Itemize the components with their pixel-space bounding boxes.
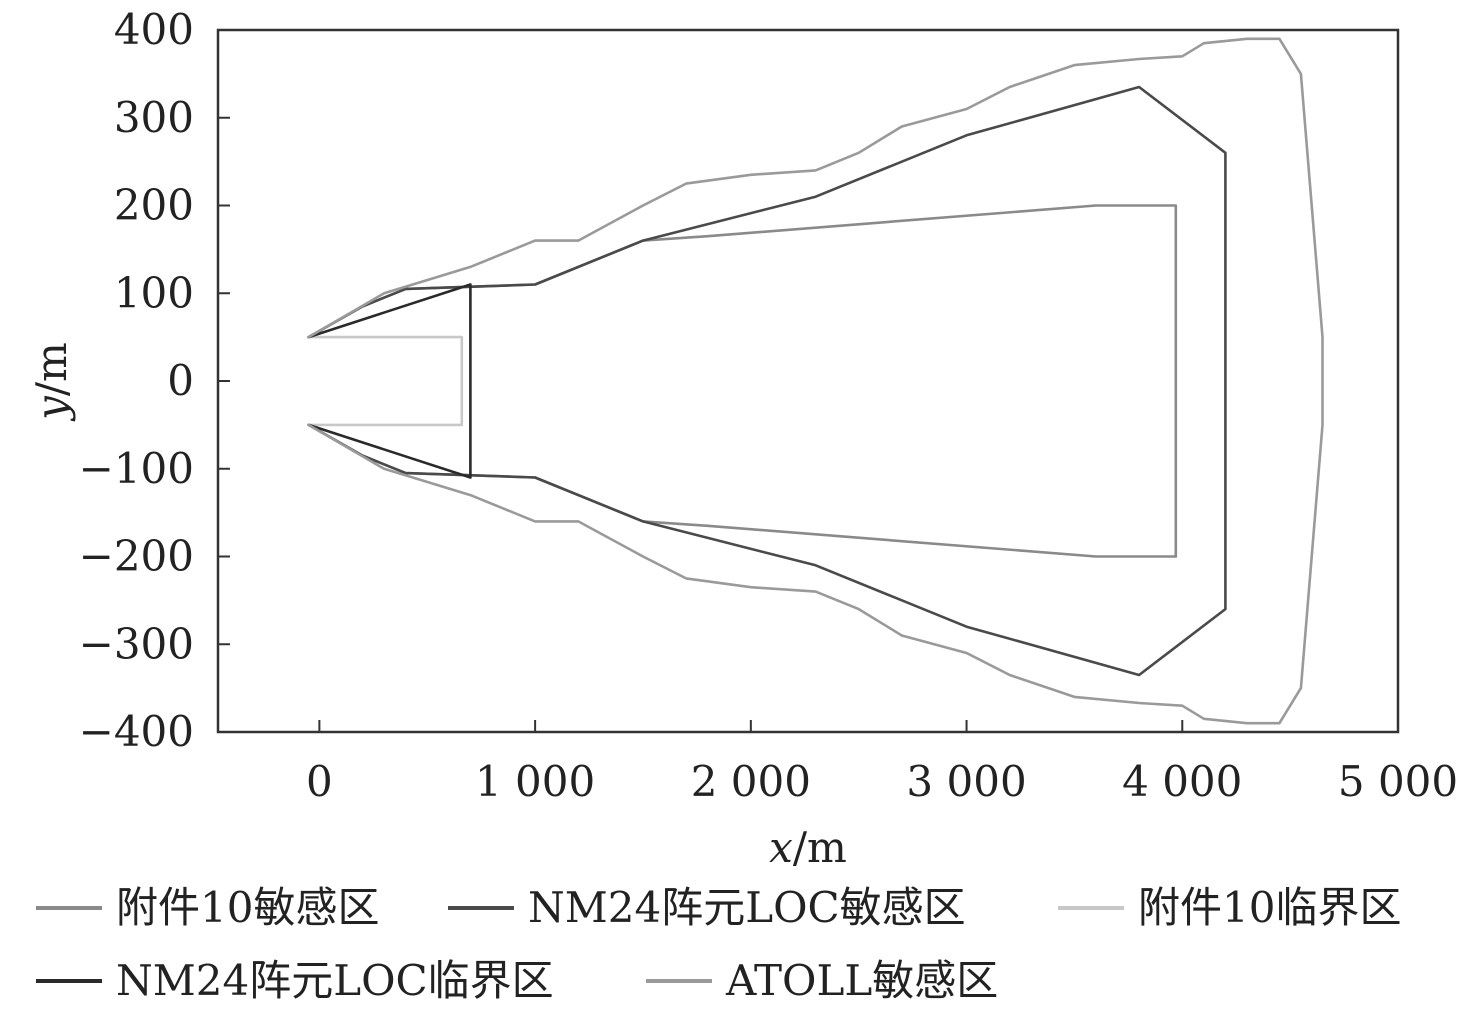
plot-frame bbox=[216, 28, 1400, 734]
x-tick-label: 5 000 bbox=[1338, 757, 1458, 806]
legend-item: 附件10临界区 bbox=[1058, 883, 1401, 932]
x-tick-label: 3 000 bbox=[906, 757, 1026, 806]
legend-label: NM24阵元LOC临界区 bbox=[116, 956, 554, 1005]
y-tick-label: 400 bbox=[114, 5, 194, 54]
legend-item: ATOLL敏感区 bbox=[646, 956, 998, 1005]
y-axis-title-unit: /m bbox=[27, 342, 76, 396]
legend-label: 附件10敏感区 bbox=[116, 883, 379, 932]
series-line-5 bbox=[307, 37, 1324, 725]
y-axis-title: y/m bbox=[27, 342, 76, 422]
legend: 附件10敏感区 NM24阵元LOC敏感区 附件10临界区 NM24阵元LOC临界区 AT… bbox=[36, 883, 1401, 1005]
y-tick-label: −100 bbox=[79, 444, 194, 493]
series-line-4 bbox=[307, 283, 472, 479]
x-axis-title-var: x bbox=[769, 823, 793, 872]
legend-label: ATOLL敏感区 bbox=[725, 956, 998, 1005]
x-axis-title: x/m bbox=[769, 823, 847, 872]
x-tick-label: 4 000 bbox=[1122, 757, 1242, 806]
y-tick-label: −200 bbox=[79, 532, 194, 581]
ticks-layer: 0 1 000 2 000 3 000 4 000 5 000 400 300 200 100 0 −… bbox=[79, 5, 1458, 806]
y-tick-label: 0 bbox=[167, 356, 194, 405]
legend-label: 附件10临界区 bbox=[1138, 883, 1401, 932]
x-tick-label: 0 bbox=[306, 757, 333, 806]
y-tick-label: 300 bbox=[114, 93, 194, 142]
series-layer bbox=[307, 37, 1324, 725]
series-line-1 bbox=[307, 204, 1178, 558]
x-axis-title-unit: /m bbox=[793, 823, 847, 872]
legend-label: NM24阵元LOC敏感区 bbox=[528, 883, 966, 932]
y-axis-title-var: y bbox=[27, 395, 76, 422]
x-tick-label: 1 000 bbox=[475, 757, 595, 806]
x-tick-label: 2 000 bbox=[691, 757, 811, 806]
y-tick-label: 200 bbox=[114, 181, 194, 230]
y-tick-label: 100 bbox=[114, 268, 194, 317]
legend-item: NM24阵元LOC敏感区 bbox=[448, 883, 966, 932]
legend-item: 附件10敏感区 bbox=[36, 883, 379, 932]
y-tick-label: −400 bbox=[79, 707, 194, 756]
series-line-3 bbox=[307, 335, 464, 427]
legend-item: NM24阵元LOC临界区 bbox=[36, 956, 554, 1005]
y-tick-label: −300 bbox=[79, 619, 194, 668]
series-line-2 bbox=[307, 85, 1227, 677]
